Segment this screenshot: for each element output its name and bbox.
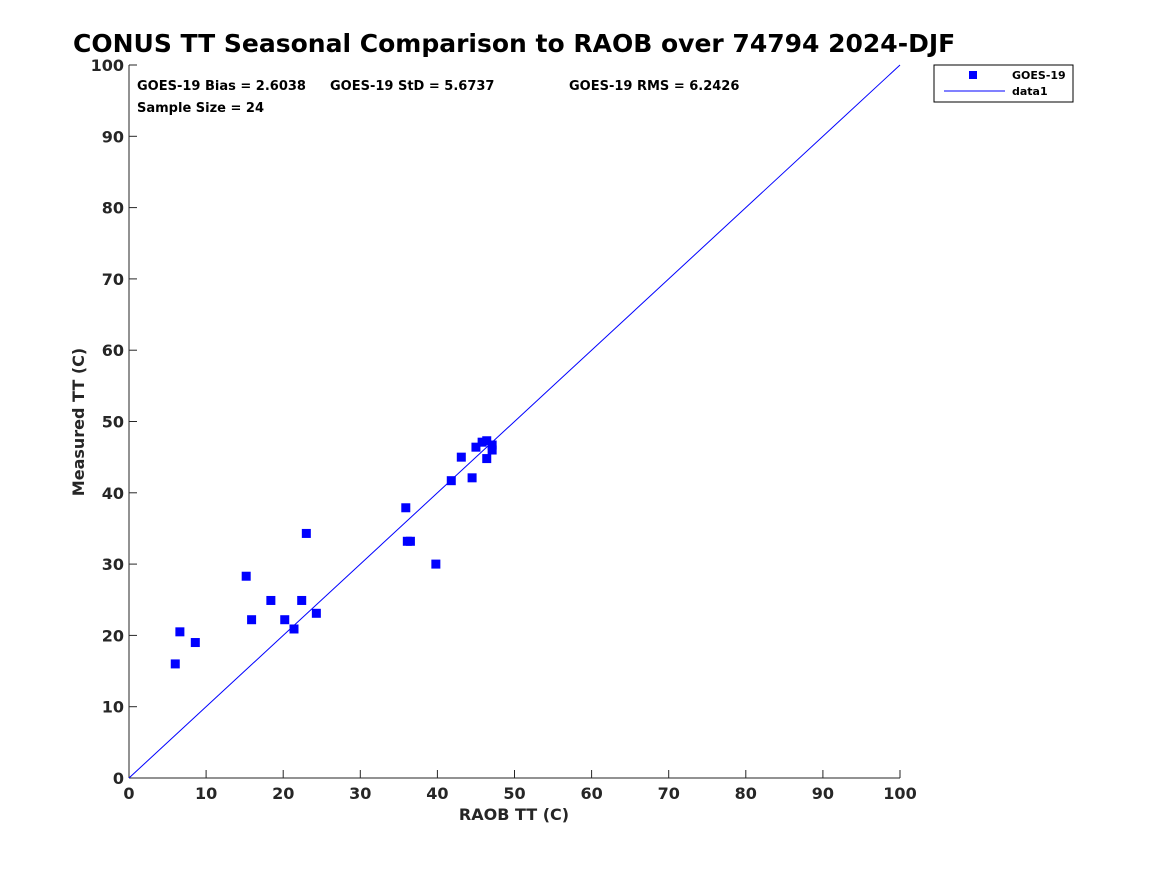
scatter-point bbox=[471, 442, 481, 452]
y-tick-label: 100 bbox=[91, 56, 124, 75]
legend-marker-goes19 bbox=[969, 71, 977, 79]
x-tick-label: 90 bbox=[812, 784, 834, 803]
one-to-one-line bbox=[128, 64, 901, 779]
scatter-point bbox=[477, 437, 487, 447]
stats-annotations: GOES-19 Bias = 2.6038 GOES-19 StD = 5.67… bbox=[137, 79, 739, 116]
y-tick-label: 50 bbox=[102, 413, 124, 432]
y-tick-label: 90 bbox=[102, 127, 124, 146]
scatter-point bbox=[280, 615, 290, 625]
y-tick-label: 70 bbox=[102, 270, 124, 289]
scatter-point bbox=[456, 452, 466, 462]
stat-rms: GOES-19 RMS = 6.2426 bbox=[569, 79, 739, 94]
legend: GOES-19 data1 bbox=[933, 64, 1074, 103]
scatter-point bbox=[487, 445, 497, 455]
scatter-point bbox=[482, 454, 492, 464]
scatter-points-layer bbox=[170, 436, 497, 669]
scatter-point bbox=[301, 528, 311, 538]
scatter-point bbox=[405, 536, 415, 546]
x-tick-label: 10 bbox=[195, 784, 217, 803]
scatter-point bbox=[401, 503, 411, 513]
y-tick-label: 60 bbox=[102, 341, 124, 360]
x-tick-label: 0 bbox=[123, 784, 134, 803]
legend-label-goes19: GOES-19 bbox=[1012, 69, 1066, 82]
y-tick-label: 10 bbox=[102, 698, 124, 717]
x-axis-label: RAOB TT (C) bbox=[459, 805, 569, 824]
scatter-point bbox=[467, 473, 477, 483]
scatter-point bbox=[297, 595, 307, 605]
x-tick-label: 60 bbox=[580, 784, 602, 803]
y-tick-label: 40 bbox=[102, 484, 124, 503]
y-tick-label: 20 bbox=[102, 626, 124, 645]
x-tick-label: 80 bbox=[735, 784, 757, 803]
y-tick-label: 0 bbox=[113, 769, 124, 788]
x-tick-label: 100 bbox=[883, 784, 916, 803]
legend-label-data1: data1 bbox=[1012, 85, 1048, 98]
scatter-point bbox=[241, 571, 251, 581]
chart-title: CONUS TT Seasonal Comparison to RAOB ove… bbox=[73, 29, 955, 58]
y-tick-label: 80 bbox=[102, 199, 124, 218]
scatter-point bbox=[431, 559, 441, 569]
scatter-point bbox=[266, 595, 276, 605]
y-axis-label: Measured TT (C) bbox=[69, 348, 88, 496]
scatter-point bbox=[247, 615, 257, 625]
stat-sample-size: Sample Size = 24 bbox=[137, 101, 264, 116]
legend-box bbox=[933, 64, 1074, 103]
reference-line-layer bbox=[128, 64, 901, 779]
x-tick-label: 30 bbox=[349, 784, 371, 803]
scatter-point bbox=[190, 638, 200, 648]
scatter-point bbox=[311, 608, 321, 618]
scatter-point bbox=[487, 440, 497, 450]
x-tick-label: 20 bbox=[272, 784, 294, 803]
y-tick-label: 30 bbox=[102, 555, 124, 574]
stat-std: GOES-19 StD = 5.6737 bbox=[330, 79, 494, 94]
axes: 0 10 20 30 40 50 60 70 80 90 100 0 10 20 30 40 50 60 70 80 9… bbox=[91, 56, 917, 803]
x-tick-label: 50 bbox=[503, 784, 525, 803]
scatter-point bbox=[446, 476, 456, 486]
scatter-point bbox=[482, 436, 492, 446]
stat-bias: GOES-19 Bias = 2.6038 bbox=[137, 79, 306, 94]
x-tick-label: 40 bbox=[426, 784, 448, 803]
scatter-point bbox=[175, 627, 185, 637]
x-tick-label: 70 bbox=[658, 784, 680, 803]
scatter-point bbox=[170, 659, 180, 669]
scatter-point bbox=[289, 624, 299, 634]
